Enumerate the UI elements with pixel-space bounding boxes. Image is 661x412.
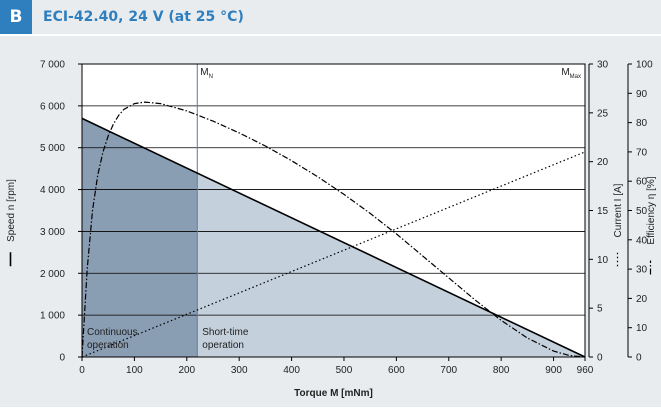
speed-tick-label-3: 3 000 bbox=[40, 227, 65, 238]
efficiency-tick-label-3: 30 bbox=[636, 265, 648, 276]
region-label-1-1: operation bbox=[202, 340, 244, 351]
efficiency-tick-label-0: 0 bbox=[636, 353, 642, 364]
x-tick-label-3: 300 bbox=[231, 365, 248, 376]
x-tick-label-6: 600 bbox=[388, 365, 405, 376]
x-tick-label-1: 100 bbox=[126, 365, 143, 376]
efficiency-tick-label-2: 20 bbox=[636, 294, 648, 305]
speed-axis-title-text: Speed n [rpm] bbox=[6, 179, 17, 242]
efficiency-tick-label-4: 40 bbox=[636, 235, 648, 246]
x-tick-label-5: 500 bbox=[336, 365, 353, 376]
speed-tick-label-5: 5 000 bbox=[40, 143, 65, 154]
x-tick-label-9: 900 bbox=[545, 365, 562, 376]
marker-symbol: M bbox=[200, 67, 208, 78]
efficiency-tick-label-5: 50 bbox=[636, 206, 648, 217]
speed-tick-label-4: 4 000 bbox=[40, 185, 65, 196]
plot-frame bbox=[81, 63, 586, 358]
marker-label-0: MN bbox=[200, 67, 213, 80]
current-tick-label-0: 0 bbox=[597, 353, 603, 364]
current-tick-label-4: 20 bbox=[597, 157, 609, 168]
efficiency-tick-label-10: 100 bbox=[636, 60, 653, 71]
efficiency-tick-label-9: 90 bbox=[636, 89, 648, 100]
section-badge: B bbox=[0, 0, 32, 34]
marker-subscript: N bbox=[209, 74, 213, 80]
series-line-speed bbox=[81, 117, 586, 358]
speed-tick-label-6: 6 000 bbox=[40, 101, 65, 112]
region-0 bbox=[82, 118, 198, 358]
x-tick-label-8: 800 bbox=[493, 365, 510, 376]
region-label-0-1: operation bbox=[87, 340, 129, 351]
x-axis-label: Torque M [mNm] bbox=[294, 388, 373, 399]
current-tick-label-3: 15 bbox=[597, 206, 609, 217]
marker-label-1: MMax bbox=[561, 67, 581, 80]
chart-title: ECI-42.40, 24 V (at 25 °C) bbox=[43, 9, 244, 25]
current-tick-label-6: 30 bbox=[597, 60, 609, 71]
region-label-1-0: Short-time bbox=[202, 327, 249, 338]
x-tick-label-2: 200 bbox=[178, 365, 195, 376]
section-header: B ECI-42.40, 24 V (at 25 °C) bbox=[0, 0, 661, 34]
current-axis-title: Current I [A] bbox=[613, 183, 624, 267]
marker-symbol: M bbox=[561, 67, 569, 78]
region-label-0-0: Continuous bbox=[87, 327, 138, 338]
current-axis-title-text: Current I [A] bbox=[613, 183, 624, 237]
efficiency-tick-label-1: 10 bbox=[636, 323, 648, 334]
speed-axis-title: Speed n [rpm] bbox=[6, 179, 17, 267]
current-tick-label-2: 10 bbox=[597, 255, 609, 266]
speed-tick-label-7: 7 000 bbox=[40, 60, 65, 71]
current-tick-label-1: 5 bbox=[597, 304, 603, 315]
efficiency-tick-label-8: 80 bbox=[636, 118, 648, 129]
series-line-current bbox=[81, 151, 586, 358]
chart-panel: 0 100 200 300 400 500 600 700 800 900 960 Torque M … bbox=[0, 36, 661, 407]
efficiency-axis-title: Efficiency η [%] bbox=[646, 176, 657, 275]
efficiency-tick-label-6: 60 bbox=[636, 177, 648, 188]
x-tick-label-7: 700 bbox=[440, 365, 457, 376]
x-tick-label-0: 0 bbox=[79, 365, 85, 376]
speed-tick-label-1: 1 000 bbox=[40, 311, 65, 322]
efficiency-tick-label-7: 70 bbox=[636, 147, 648, 158]
marker-subscript: Max bbox=[570, 74, 581, 80]
x-tick-label-4: 400 bbox=[283, 365, 300, 376]
efficiency-axis-title-text: Efficiency η [%] bbox=[646, 176, 657, 244]
speed-tick-label-0: 0 bbox=[59, 353, 65, 364]
x-tick-label-10: 960 bbox=[577, 365, 594, 376]
current-tick-label-5: 25 bbox=[597, 108, 609, 119]
series-line-efficiency bbox=[81, 101, 586, 358]
speed-tick-label-2: 2 000 bbox=[40, 269, 65, 280]
